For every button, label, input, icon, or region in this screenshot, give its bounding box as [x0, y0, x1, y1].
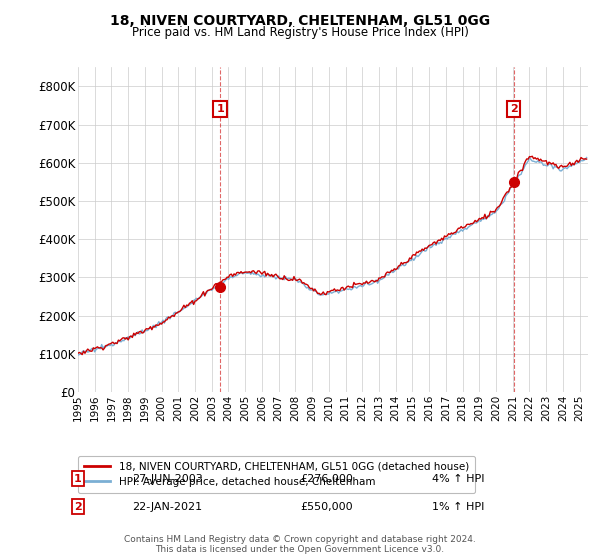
- Text: 1: 1: [216, 104, 224, 114]
- Text: 1% ↑ HPI: 1% ↑ HPI: [432, 502, 484, 512]
- Text: 2: 2: [74, 502, 82, 512]
- Text: 1: 1: [74, 474, 82, 484]
- Legend: 18, NIVEN COURTYARD, CHELTENHAM, GL51 0GG (detached house), HPI: Average price, : 18, NIVEN COURTYARD, CHELTENHAM, GL51 0G…: [78, 456, 475, 493]
- Text: 27-JUN-2003: 27-JUN-2003: [132, 474, 203, 484]
- Text: £276,000: £276,000: [300, 474, 353, 484]
- Text: Price paid vs. HM Land Registry's House Price Index (HPI): Price paid vs. HM Land Registry's House …: [131, 26, 469, 39]
- Text: Contains HM Land Registry data © Crown copyright and database right 2024.
This d: Contains HM Land Registry data © Crown c…: [124, 535, 476, 554]
- Text: 4% ↑ HPI: 4% ↑ HPI: [432, 474, 485, 484]
- Text: 18, NIVEN COURTYARD, CHELTENHAM, GL51 0GG: 18, NIVEN COURTYARD, CHELTENHAM, GL51 0G…: [110, 14, 490, 28]
- Text: £550,000: £550,000: [300, 502, 353, 512]
- Text: 22-JAN-2021: 22-JAN-2021: [132, 502, 202, 512]
- Text: 2: 2: [510, 104, 517, 114]
